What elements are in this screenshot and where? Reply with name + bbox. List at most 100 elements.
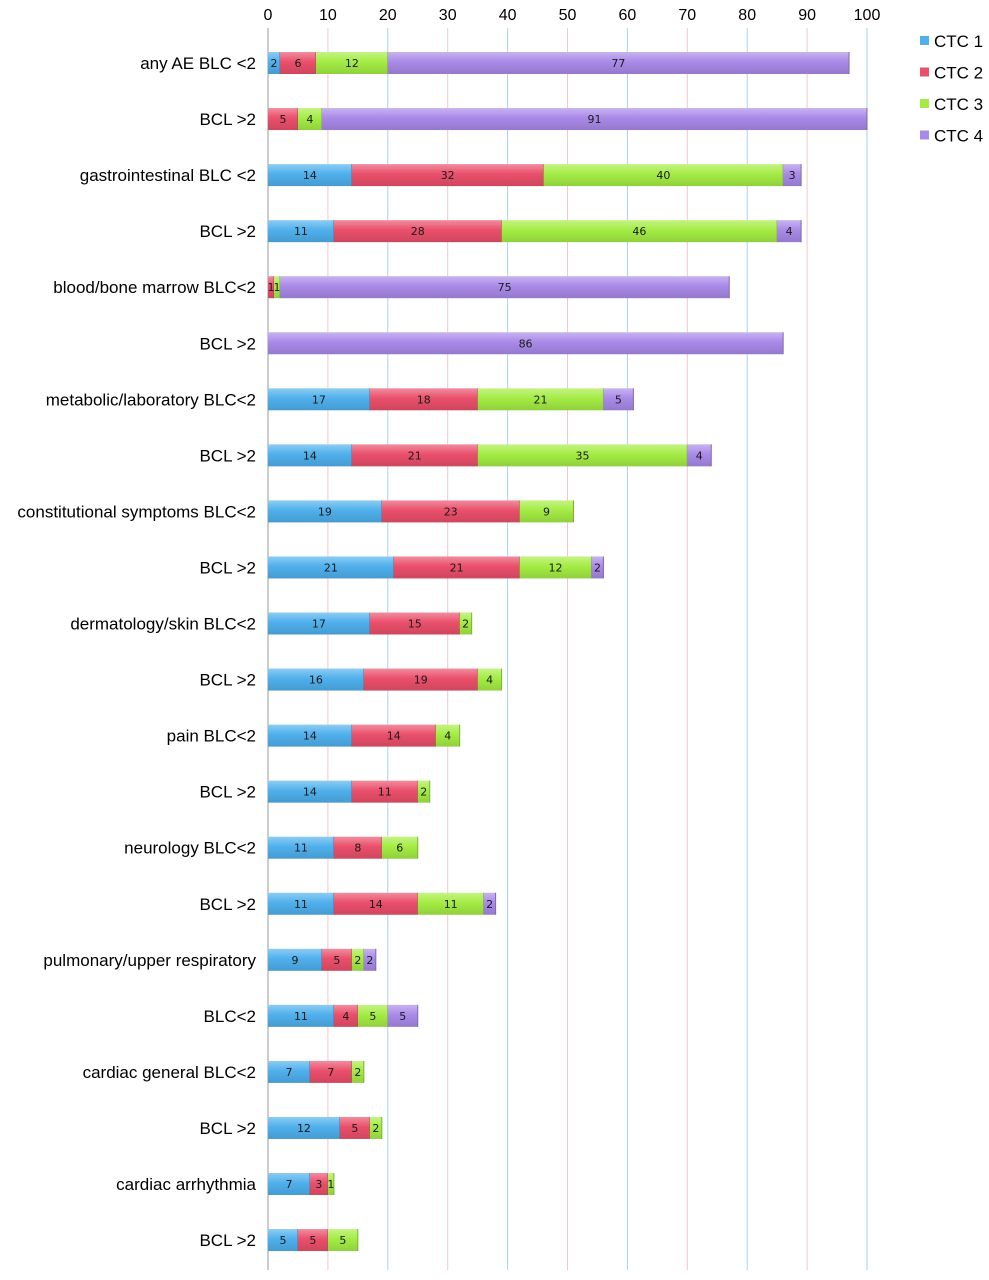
bar-segment-ctc-3 [381, 836, 418, 859]
bar-segment-ctc-3 [519, 556, 592, 579]
data-label: 5 [279, 113, 286, 126]
bar-segment-ctc-4 [387, 52, 850, 74]
data-label: 1 [273, 281, 280, 294]
category-label: neurology BLC<2 [124, 839, 256, 858]
data-label: 3 [315, 1178, 322, 1191]
bar-segment-ctc-3 [351, 948, 364, 971]
bar-segment-ctc-2 [351, 164, 544, 187]
legend-swatch [920, 99, 929, 108]
legend: CTC 1 CTC 2 CTC 3 CTC 4 [920, 32, 983, 146]
gridlines [267, 28, 868, 1270]
bar-segment-ctc-3 [327, 1173, 334, 1195]
bar-segment-ctc-2 [381, 500, 520, 523]
bar-segment-ctc-2 [351, 444, 478, 467]
data-label: 91 [587, 113, 601, 126]
bar-segment-ctc-4 [321, 108, 867, 131]
data-label: 8 [354, 842, 361, 855]
category-label: cardiac general BLC<2 [83, 1063, 256, 1082]
data-label: 86 [519, 337, 533, 350]
data-label: 3 [789, 169, 796, 182]
legend-label: CTC 1 [934, 32, 983, 51]
legend-label: CTC 2 [934, 64, 983, 83]
bar-segment-ctc-3 [315, 52, 388, 74]
bar-segment-ctc-2 [339, 1116, 370, 1139]
bar-segment-ctc-1 [268, 1116, 340, 1139]
data-label: 14 [303, 786, 317, 799]
data-label: 11 [444, 898, 458, 911]
bar-segment-ctc-3 [435, 724, 460, 747]
category-label: any AE BLC <2 [140, 54, 256, 73]
bar-segment-ctc-3 [459, 612, 472, 635]
bar-segment-ctc-2 [268, 108, 298, 131]
bar-segment-ctc-2 [321, 948, 352, 971]
bar-segment-ctc-2 [309, 1173, 328, 1195]
x-tick-label: 10 [319, 7, 337, 24]
data-label: 75 [498, 281, 512, 294]
data-label: 28 [411, 225, 425, 238]
bar-segment-ctc-1 [268, 556, 394, 579]
bar-segment-ctc-1 [268, 724, 352, 747]
data-label: 14 [303, 730, 317, 743]
bar-segment-ctc-3 [477, 444, 688, 467]
bar-segment-ctc-1 [268, 500, 382, 523]
x-tick-label: 0 [264, 7, 273, 24]
category-label: BCL >2 [199, 671, 256, 690]
data-label: 11 [294, 1010, 308, 1023]
data-label: 21 [450, 561, 464, 574]
data-label: 7 [285, 1066, 292, 1079]
data-label: 2 [354, 954, 361, 967]
x-tick-label: 60 [619, 7, 637, 24]
bar-segment-ctc-3 [477, 388, 604, 411]
legend-label: CTC 4 [934, 127, 983, 146]
data-label: 11 [294, 842, 308, 855]
data-label: 4 [696, 449, 703, 462]
bar-segment-ctc-1 [268, 388, 370, 411]
data-label: 14 [369, 898, 383, 911]
bar-segment-ctc-1 [268, 780, 352, 803]
bar-segment-ctc-3 [417, 780, 430, 803]
category-label: pain BLC<2 [167, 727, 256, 746]
data-label: 32 [441, 169, 455, 182]
bar-segment-ctc-2 [351, 780, 418, 803]
bar-segment-ctc-1 [268, 164, 352, 187]
x-tick-label: 20 [379, 7, 397, 24]
bar-segment-ctc-4 [363, 948, 376, 971]
bar-segment-ctc-1 [268, 948, 322, 971]
x-tick-labels: 0 10 20 30 40 50 60 70 80 90 100 [264, 7, 881, 24]
data-label: 19 [414, 674, 428, 687]
data-label: 15 [408, 618, 422, 631]
bar-segment-ctc-2 [268, 276, 274, 299]
bar-segment-ctc-4 [279, 276, 730, 299]
bar-segment-ctc-1 [268, 892, 334, 915]
bar-segment-ctc-2 [309, 1060, 352, 1083]
bar-segment-ctc-4 [783, 164, 802, 187]
bar-segment-ctc-4 [603, 388, 634, 411]
category-label: blood/bone marrow BLC<2 [53, 278, 256, 297]
data-label: 5 [333, 954, 340, 967]
bar-segment-ctc-2 [369, 388, 478, 411]
data-label: 2 [372, 1122, 379, 1135]
category-label: BCL >2 [199, 1231, 256, 1250]
category-label: BCL >2 [199, 1119, 256, 1138]
bar-segment-ctc-3 [327, 1229, 358, 1252]
bar-segment-ctc-4 [777, 220, 802, 243]
data-label: 5 [351, 1122, 358, 1135]
data-label: 7 [285, 1178, 292, 1191]
data-label: 5 [399, 1010, 406, 1023]
data-label: 77 [611, 57, 625, 70]
category-label: BCL >2 [199, 110, 256, 129]
data-label: 11 [378, 786, 392, 799]
bar-segment-ctc-3 [543, 164, 784, 187]
category-label: metabolic/laboratory BLC<2 [46, 390, 256, 409]
data-label: 2 [594, 561, 601, 574]
data-label: 14 [303, 169, 317, 182]
data-label: 14 [387, 730, 401, 743]
bar-segment-ctc-2 [351, 724, 436, 747]
category-label: gastrointestinal BLC <2 [80, 166, 256, 185]
x-tick-label: 30 [439, 7, 457, 24]
bar-segment-ctc-4 [687, 444, 712, 467]
bar-segment-ctc-1 [268, 444, 352, 467]
